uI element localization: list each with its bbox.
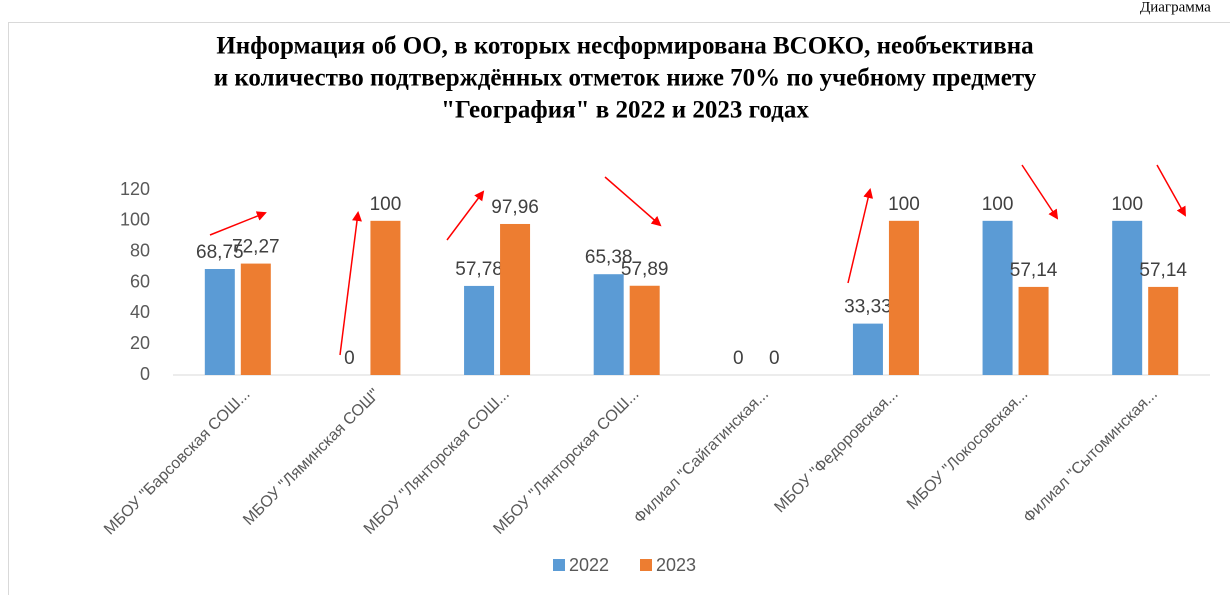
- data-label: 65,38: [585, 247, 633, 268]
- x-tick-label: МБОУ "Лянторская СОШ...: [490, 386, 642, 538]
- y-tick-label: 40: [130, 302, 150, 322]
- data-label: 57,89: [621, 259, 669, 280]
- y-tick-label: 0: [140, 364, 150, 384]
- bar: [982, 220, 1013, 375]
- bar: [593, 274, 624, 375]
- data-label: 100: [370, 194, 402, 215]
- y-tick-label: 20: [130, 333, 150, 353]
- data-label: 72,27: [232, 237, 280, 258]
- chart-title: Информация об ОО, в которых несформирова…: [216, 33, 1034, 60]
- data-label: 57,14: [1139, 260, 1187, 281]
- bar: [1148, 286, 1179, 375]
- chart-title: и количество подтверждённых отметок ниже…: [214, 65, 1037, 92]
- legend-swatch: [640, 559, 652, 571]
- chart-frame: [8, 22, 1230, 595]
- y-tick-label: 120: [120, 179, 150, 199]
- x-tick-label: МБОУ "Лянторская СОШ...: [361, 386, 513, 538]
- data-label: 97,96: [491, 197, 539, 218]
- data-label: 33,33: [844, 297, 892, 318]
- data-label: 100: [982, 194, 1014, 215]
- bar: [852, 323, 883, 375]
- bar: [240, 263, 271, 375]
- y-tick-label: 100: [120, 210, 150, 230]
- chart-title: "География" в 2022 и 2023 годах: [441, 97, 809, 124]
- bar: [629, 285, 660, 375]
- legend-swatch: [553, 559, 565, 571]
- data-label: 0: [733, 348, 744, 369]
- bar: [500, 223, 531, 375]
- bar: [1018, 286, 1049, 375]
- corner-label: Диаграмма: [1140, 0, 1211, 15]
- legend-label: 2022: [569, 555, 609, 575]
- bar: [1112, 220, 1143, 375]
- x-tick-label: МБОУ "Барсовская СОШ...: [101, 386, 254, 539]
- data-label: 68,75: [196, 242, 244, 263]
- data-label: 100: [1111, 194, 1143, 215]
- data-label: 57,14: [1010, 260, 1058, 281]
- x-tick-label: МБОУ "Федоровская...: [771, 386, 901, 516]
- x-tick-label: Филиал "Сайгатинская...: [631, 386, 772, 527]
- bar: [888, 220, 919, 375]
- data-label: 0: [769, 348, 780, 369]
- x-tick-label: Филиал "Сытоминская...: [1020, 386, 1161, 527]
- bar: [204, 269, 235, 375]
- annotation-arrows: [209, 164, 1186, 356]
- legend-label: 2023: [656, 555, 696, 575]
- x-tick-label: МБОУ "Локосовская...: [904, 386, 1031, 513]
- y-tick-label: 60: [130, 271, 150, 291]
- y-tick-label: 80: [130, 240, 150, 260]
- bar: [370, 220, 401, 375]
- data-label: 100: [888, 194, 920, 215]
- x-tick-label: МБОУ "Ляминская СОШ": [240, 386, 383, 529]
- data-label: 57,78: [455, 259, 503, 280]
- bar: [464, 285, 495, 375]
- data-label: 0: [344, 348, 355, 369]
